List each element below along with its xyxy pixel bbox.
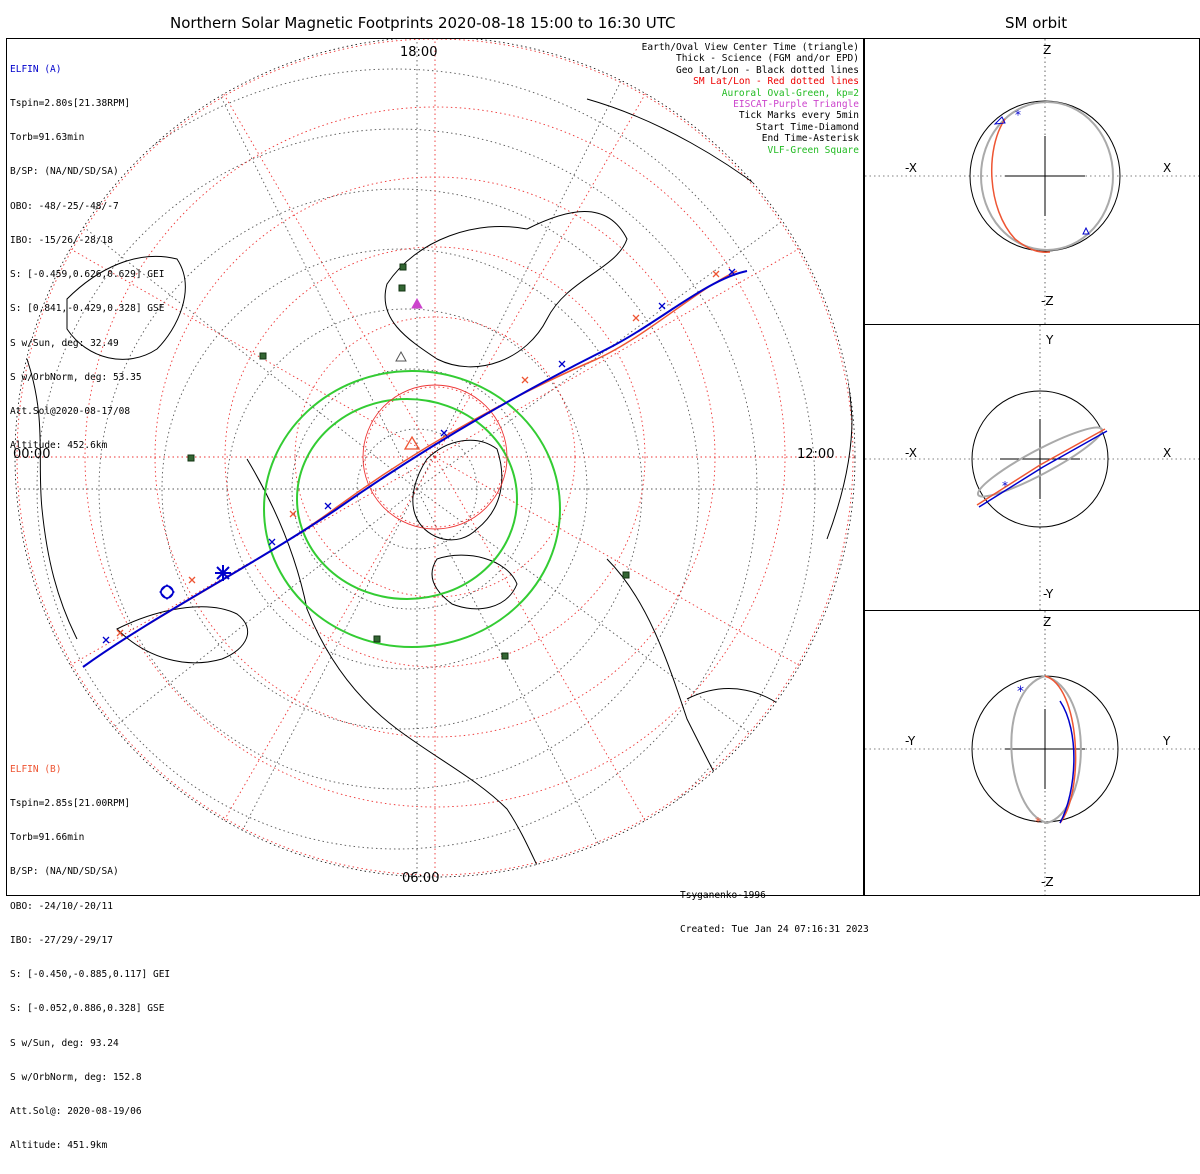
elfin-a-line: Tspin=2.80s[21.38RPM] xyxy=(10,98,131,110)
polar-map-svg xyxy=(14,36,856,878)
elfin-b-line: S w/Sun, deg: 93.24 xyxy=(10,1037,119,1049)
elfin-a-line: S: [-0.459,0.626,0.629] GEI xyxy=(10,269,165,281)
polar-footprint-map: 18:00 00:00 12:00 06:00 ELFIN (A) Tspin=… xyxy=(6,36,869,1151)
elfin-b-line: S w/OrbNorm, deg: 152.8 xyxy=(10,1071,142,1083)
orbit-xy-svg: * xyxy=(865,325,1199,610)
orbit-axis-bottom: -Z xyxy=(1041,294,1054,308)
elfin-a-line: IBO: -15/26/-28/18 xyxy=(10,234,113,246)
orbit-axis-top: Z xyxy=(1043,615,1052,629)
svg-text:*: * xyxy=(1002,479,1008,493)
start-time-diamond xyxy=(159,584,175,600)
mlt-label-right: 12:00 xyxy=(797,447,835,462)
elfin-a-line: Torb=91.63min xyxy=(10,132,85,144)
elfin-b-line: Tspin=2.85s[21.00RPM] xyxy=(10,798,131,810)
elfin-b-line: OBO: -24/10/-20/11 xyxy=(10,900,113,912)
orbit-axis-bottom: -Z xyxy=(1041,875,1054,889)
svg-text:*: * xyxy=(1035,815,1041,829)
orbit-axis-right: X xyxy=(1163,446,1172,460)
legend-item: EISCAT-Purple Triangle xyxy=(733,99,859,111)
legend-item: SM Lat/Lon - Red dotted lines xyxy=(693,76,859,88)
elfin-b-line: IBO: -27/29/-29/17 xyxy=(10,934,113,946)
legend-item: VLF-Green Square xyxy=(767,144,859,156)
orbit-axis-top: Z xyxy=(1043,43,1052,57)
elfin-a-line: B/SP: (NA/ND/SD/SA) xyxy=(10,166,119,178)
geo-longitude-grid xyxy=(15,37,855,877)
legend-item: Auroral Oval-Green, kp=2 xyxy=(721,87,859,99)
mlt-label-top: 18:00 xyxy=(400,45,438,60)
created-timestamp: Created: Tue Jan 24 07:16:31 2023 xyxy=(680,924,869,936)
vlf-squares xyxy=(187,263,630,660)
orbit-xz-svg: * xyxy=(865,39,1199,324)
legend-item: Start Time-Diamond xyxy=(756,121,859,133)
elfin-a-track xyxy=(82,270,748,668)
elfin-a-line: Altitude: 452.6km xyxy=(10,440,108,452)
end-time-asterisk xyxy=(215,565,231,581)
elfin-a-line: OBO: -48/-25/-48/-7 xyxy=(10,200,119,212)
elfin-b-line: Torb=91.66min xyxy=(10,832,85,844)
elfin-b-line: Altitude: 451.9km xyxy=(10,1140,108,1152)
footer: Tsyganenko-1996 Created: Tue Jan 24 07:1… xyxy=(680,867,869,958)
orbit-panel-xz: * Z -Z -X X xyxy=(865,39,1199,325)
mlt-label-bottom: 06:00 xyxy=(402,871,440,886)
orbit-axis-left: -Y xyxy=(905,734,916,748)
elfin-a-line: S w/Sun, deg: 32.49 xyxy=(10,337,119,349)
legend-item: Tick Marks every 5min xyxy=(738,110,859,122)
orbit-axis-right: Y xyxy=(1163,734,1171,748)
orbit-panel-yz: * * Z -Z -Y Y xyxy=(865,611,1199,896)
elfin-b-line: B/SP: (NA/ND/SD/SA) xyxy=(10,866,119,878)
legend-item: Thick - Science (FGM and/or EPD) xyxy=(675,53,859,65)
svg-text:*: * xyxy=(1015,108,1021,122)
elfin-a-line: Att.Sol@2020-08-17/08 xyxy=(10,406,131,417)
eiscat-triangle xyxy=(411,297,423,309)
orbit-axis-bottom: -Y xyxy=(1043,587,1054,601)
legend-item: Geo Lat/Lon - Black dotted lines xyxy=(675,64,859,76)
svg-text:*: * xyxy=(1017,684,1024,700)
sm-longitude-grid xyxy=(15,37,855,877)
elfin-b-line: S: [-0.450,-0.885,0.117] GEI xyxy=(10,969,171,981)
elfin-b-name: ELFIN (B) xyxy=(10,763,62,775)
sm-orbit-panels: * Z -Z -X X * Y -Y -X X xyxy=(864,38,1200,896)
model-name: Tsyganenko-1996 xyxy=(680,889,766,901)
legend-item: End Time-Asterisk xyxy=(761,133,859,145)
elfin-b-line: Att.Sol@: 2020-08-19/06 xyxy=(10,1106,142,1117)
mlt-label-left: 00:00 xyxy=(13,447,51,462)
orbit-title: SM orbit xyxy=(1005,14,1068,32)
legend: Earth/Oval View Center Time (triangle) T… xyxy=(642,42,859,156)
orbit-panel-xy: * Y -Y -X X xyxy=(865,325,1199,611)
elfin-b-tick-marks xyxy=(116,270,720,637)
orbit-yz-svg: * * xyxy=(865,611,1199,896)
view-center-triangle xyxy=(403,435,421,450)
elfin-a-info: ELFIN (A) Tspin=2.80s[21.38RPM] Torb=91.… xyxy=(10,41,164,474)
elfin-a-tick-marks xyxy=(102,268,736,644)
pole-circles xyxy=(362,384,508,530)
elfin-b-info: ELFIN (B) Tspin=2.85s[21.00RPM] Torb=91.… xyxy=(10,741,170,1174)
elfin-a-line: S w/OrbNorm, deg: 53.35 xyxy=(10,371,142,383)
orbit-axis-right: X xyxy=(1163,161,1172,175)
orbit-axis-top: Y xyxy=(1046,333,1054,347)
elfin-a-line: S: [0.841,-0.429,0.328] GSE xyxy=(10,303,165,315)
orbit-axis-left: -X xyxy=(905,446,917,460)
elfin-a-name: ELFIN (A) xyxy=(10,63,62,75)
auroral-oval xyxy=(263,370,561,648)
main-title: Northern Solar Magnetic Footprints 2020-… xyxy=(170,14,676,32)
legend-item: Earth/Oval View Center Time (triangle) xyxy=(641,42,859,53)
elfin-b-line: S: [-0.052,0.886,0.328] GSE xyxy=(10,1003,165,1015)
eiscat-triangle-2 xyxy=(395,350,407,362)
orbit-axis-left: -X xyxy=(905,161,917,175)
